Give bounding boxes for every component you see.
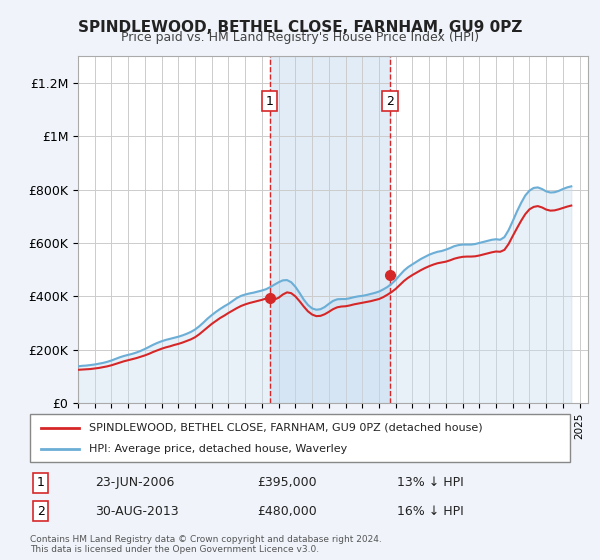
FancyBboxPatch shape — [30, 414, 570, 462]
Text: SPINDLEWOOD, BETHEL CLOSE, FARNHAM, GU9 0PZ (detached house): SPINDLEWOOD, BETHEL CLOSE, FARNHAM, GU9 … — [89, 423, 483, 433]
Bar — [270, 56, 390, 403]
Text: £395,000: £395,000 — [257, 477, 316, 489]
Text: SPINDLEWOOD, BETHEL CLOSE, FARNHAM, GU9 0PZ: SPINDLEWOOD, BETHEL CLOSE, FARNHAM, GU9 … — [78, 20, 522, 35]
Text: HPI: Average price, detached house, Waverley: HPI: Average price, detached house, Wave… — [89, 444, 347, 454]
Text: Price paid vs. HM Land Registry's House Price Index (HPI): Price paid vs. HM Land Registry's House … — [121, 31, 479, 44]
Text: 1: 1 — [266, 95, 274, 108]
Text: Contains HM Land Registry data © Crown copyright and database right 2024.
This d: Contains HM Land Registry data © Crown c… — [30, 535, 382, 554]
Text: £480,000: £480,000 — [257, 505, 317, 517]
Text: 1: 1 — [37, 477, 45, 489]
Text: 16% ↓ HPI: 16% ↓ HPI — [397, 505, 464, 517]
Text: 2: 2 — [386, 95, 394, 108]
Text: 30-AUG-2013: 30-AUG-2013 — [95, 505, 178, 517]
Text: 2: 2 — [37, 505, 45, 517]
Text: 13% ↓ HPI: 13% ↓ HPI — [397, 477, 464, 489]
Text: 23-JUN-2006: 23-JUN-2006 — [95, 477, 174, 489]
